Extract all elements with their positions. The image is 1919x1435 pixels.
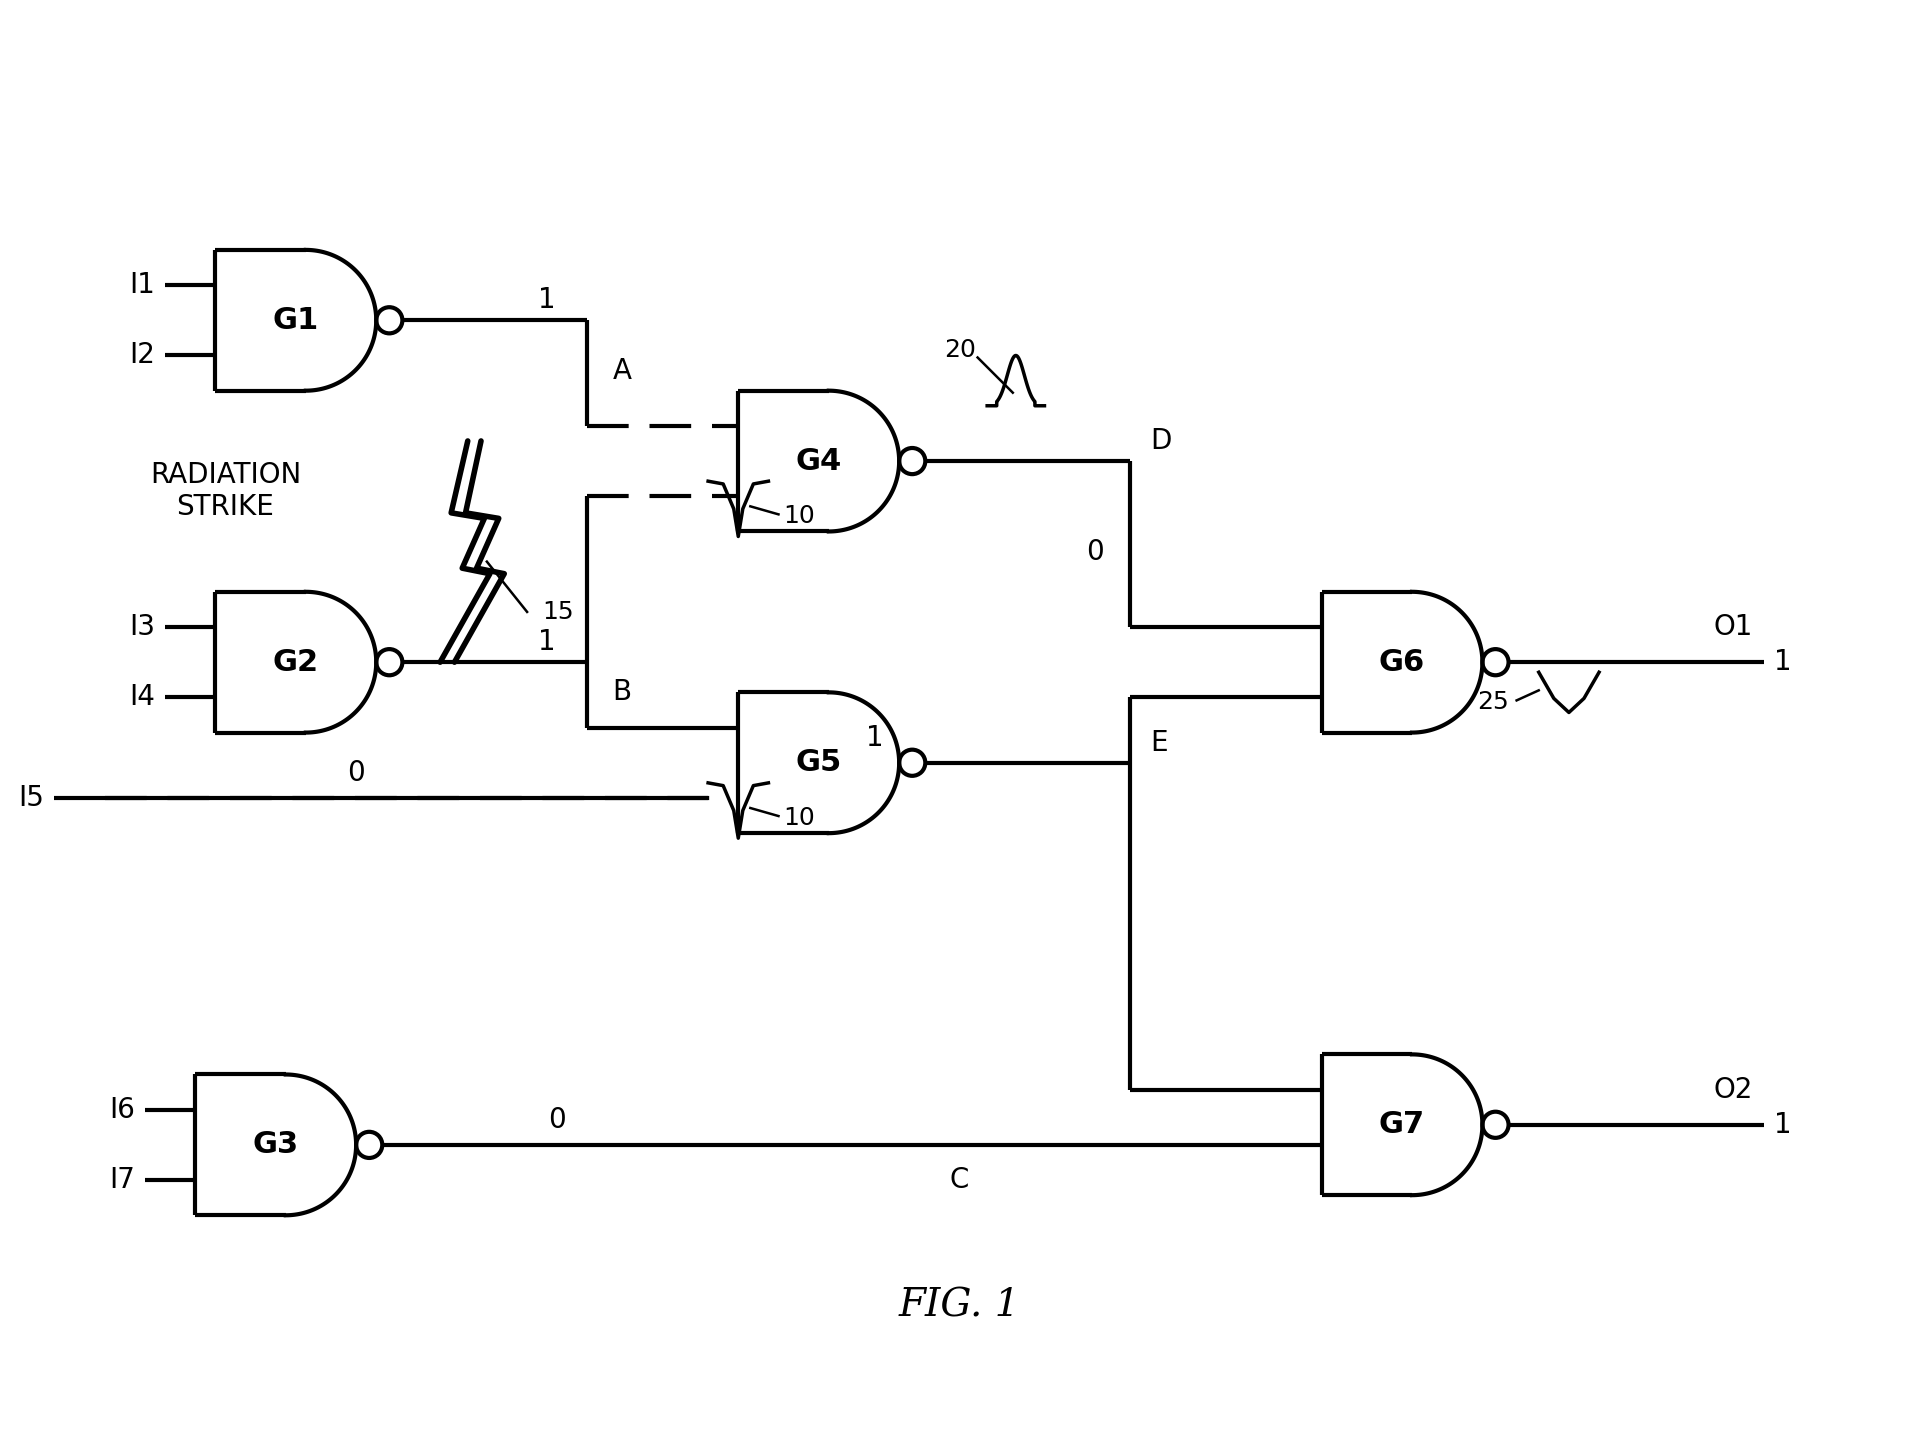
Text: 10: 10 xyxy=(783,806,816,829)
Text: I6: I6 xyxy=(109,1096,134,1124)
Text: 25: 25 xyxy=(1478,690,1508,715)
Text: O2: O2 xyxy=(1714,1076,1754,1104)
Text: I3: I3 xyxy=(129,613,155,641)
Text: G5: G5 xyxy=(796,748,842,778)
Text: B: B xyxy=(612,679,631,706)
Text: D: D xyxy=(1151,428,1173,455)
Text: I5: I5 xyxy=(19,784,44,812)
Text: I1: I1 xyxy=(129,271,155,298)
Text: G7: G7 xyxy=(1380,1111,1426,1139)
Text: 10: 10 xyxy=(783,504,816,528)
Text: 0: 0 xyxy=(1086,538,1103,565)
Text: 0: 0 xyxy=(347,759,365,786)
Text: E: E xyxy=(1151,729,1169,756)
Text: C: C xyxy=(950,1167,969,1194)
Text: 15: 15 xyxy=(543,600,574,624)
Text: RADIATION
STRIKE: RADIATION STRIKE xyxy=(150,461,301,521)
Text: FIG. 1: FIG. 1 xyxy=(898,1287,1021,1325)
Text: 0: 0 xyxy=(549,1106,566,1134)
Text: G3: G3 xyxy=(253,1131,299,1159)
Text: A: A xyxy=(612,356,631,385)
Text: I4: I4 xyxy=(129,683,155,712)
Text: 1: 1 xyxy=(865,723,885,752)
Text: G6: G6 xyxy=(1380,647,1426,677)
Text: G4: G4 xyxy=(796,446,842,475)
Text: G2: G2 xyxy=(272,647,319,677)
Text: 1: 1 xyxy=(1773,1111,1792,1139)
Text: I7: I7 xyxy=(109,1167,134,1194)
Text: 20: 20 xyxy=(944,339,977,363)
Text: G1: G1 xyxy=(272,306,319,334)
Text: 1: 1 xyxy=(539,286,557,314)
Text: 1: 1 xyxy=(1773,649,1792,676)
Text: I2: I2 xyxy=(129,342,155,369)
Text: 1: 1 xyxy=(539,629,557,656)
Text: O1: O1 xyxy=(1714,613,1754,641)
